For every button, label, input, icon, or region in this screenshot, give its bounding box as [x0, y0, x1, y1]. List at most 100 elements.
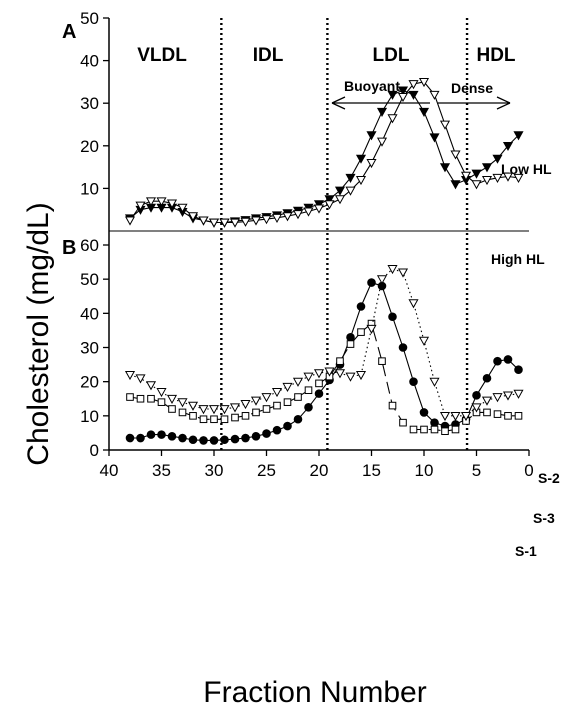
- panel-b-s-2-point-4: [482, 373, 492, 383]
- panel-a-high-hl-point-4: [481, 176, 493, 186]
- panel-b-s-3-point-26: [250, 396, 262, 406]
- panel-b-s-1-point-30: [210, 415, 218, 424]
- panel-a-low-hl-point-2: [502, 141, 514, 152]
- panel-b-s-3-point-29: [219, 405, 230, 415]
- panel-a-high-hl-point-20: [313, 204, 325, 214]
- panel-a-high-hl-point-24: [271, 213, 283, 224]
- panel-a-low-hl-point-8: [439, 163, 451, 173]
- panel-b-s-1-point-25: [262, 405, 271, 413]
- panel-b-s-1-point-23: [283, 398, 292, 406]
- arrow-dense: [438, 96, 511, 110]
- panel-a-high-hl-point-23: [282, 212, 293, 222]
- panel-b-s-1-point-28: [231, 413, 239, 422]
- panel-b-s-1-point-9: [430, 425, 439, 434]
- x-tick-label-40: 40: [100, 461, 119, 480]
- panel-a-high-hl-point-6: [460, 171, 472, 181]
- panel-a-high-hl-point-8: [439, 120, 451, 130]
- panel-b-s-1-point-13: [388, 401, 397, 410]
- panel-b-s-2-point-24: [272, 425, 282, 435]
- panel-b-s-2-point-34: [167, 432, 177, 441]
- panel-b-s-2-point-35: [157, 430, 166, 439]
- y-tick-label-B-0: 0: [90, 441, 99, 460]
- panel-b-s-3-point-20: [313, 369, 325, 379]
- panel-a-low-hl-line: [129, 89, 519, 224]
- panel-b-s-3-point-10: [418, 336, 430, 346]
- panel-b-s-3-point-12: [397, 268, 409, 278]
- panel-a-high-hl-point-3: [492, 173, 503, 183]
- x-tick-label-35: 35: [152, 461, 171, 480]
- y-tick-label-B-60: 60: [80, 236, 99, 255]
- panel-b-s-2-point-33: [178, 433, 187, 443]
- x-tick-label-10: 10: [415, 461, 434, 480]
- panel-b-s-2-point-12: [398, 343, 408, 352]
- panel-a-high-hl-point-26: [250, 216, 262, 226]
- panel-b-s-3-series: [124, 265, 524, 422]
- panel-b-s-3-line: [129, 268, 519, 417]
- panel-b-s-2-point-10: [419, 408, 429, 417]
- panel-a-high-hl-point-14: [376, 137, 388, 147]
- panel-b-s-1-point-3: [493, 410, 502, 418]
- panel-a-high-hl-point-19: [324, 200, 335, 210]
- panel-b-s-3-point-36: [145, 381, 157, 391]
- panel-a-low-hl-point-12: [397, 86, 409, 96]
- panel-b-s-1-point-17: [346, 340, 355, 348]
- panel-b-s-3-point-28: [229, 403, 241, 413]
- panel-a-high-hl-point-37: [135, 201, 146, 211]
- panel-letter-a: A: [62, 21, 76, 43]
- panel-a-low-hl-point-11: [408, 90, 419, 100]
- panel-a-high-hl-point-25: [261, 215, 272, 225]
- region-label-ldl: LDL: [373, 45, 410, 66]
- series-label-s1: S-1: [515, 543, 537, 559]
- panel-a-low-hl-point-5: [471, 169, 482, 179]
- panel-a-high-hl-point-27: [240, 217, 251, 227]
- panel-b-s-3-point-24: [271, 388, 283, 398]
- arrow-buoyant: [331, 96, 430, 110]
- panel-b-s-1-point-24: [273, 401, 281, 410]
- panel-b-s-3-point-38: [124, 370, 136, 381]
- y-tick-label-B-20: 20: [80, 373, 99, 392]
- panel-b-s-3-point-15: [366, 324, 377, 334]
- panel-b-s-3-point-5: [471, 403, 482, 413]
- panel-a-high-hl-point-29: [219, 218, 230, 228]
- panel-a-high-hl-point-36: [145, 197, 157, 207]
- panel-b-s-2-point-30: [209, 436, 219, 445]
- panel-b-s-3-point-30: [208, 405, 220, 415]
- panel-a-high-hl-point-10: [418, 78, 430, 88]
- panel-a-low-hl-point-16: [355, 154, 367, 164]
- panel-b-s-1-point-38: [126, 393, 134, 401]
- y-tick-label-A-30: 30: [80, 94, 99, 113]
- panel-a-high-hl-point-30: [208, 218, 220, 228]
- panel-b-s-1-point-34: [168, 405, 176, 413]
- panel-b-s-3-point-8: [439, 411, 451, 422]
- panel-b-s-2-point-29: [220, 435, 229, 445]
- panel-b-s-1-point-1: [514, 412, 523, 420]
- annotation-buoyant: Buoyant: [344, 78, 400, 94]
- panel-b-s-2-point-2: [503, 355, 513, 364]
- panel-b-s-2-point-17: [346, 332, 355, 342]
- panel-a-low-hl-point-1: [513, 131, 524, 141]
- panel-b-s-3-point-22: [292, 377, 304, 387]
- panel-b-s-2-point-16: [356, 302, 366, 311]
- panel-b-s-2-point-3: [493, 356, 502, 366]
- panel-a-high-hl-point-28: [229, 218, 241, 228]
- panel-b-s-1-point-32: [189, 412, 197, 420]
- panel-b-s-2-point-21: [304, 402, 313, 412]
- panel-a-high-hl-point-21: [303, 207, 314, 217]
- panel-a-low-hl-point-4: [481, 163, 493, 173]
- panel-b-s-2-point-38: [125, 433, 135, 443]
- panel-b-s-2-point-9: [430, 418, 439, 427]
- panel-a-high-hl-point-15: [366, 158, 377, 169]
- series-label-s3: S-3: [533, 510, 555, 526]
- panel-b-s-3-point-37: [135, 374, 146, 384]
- x-axis-title: Fraction Number: [203, 676, 426, 708]
- panel-b-s-3-point-21: [303, 372, 314, 382]
- x-tick-label-25: 25: [257, 461, 276, 480]
- y-tick-label-A-40: 40: [80, 52, 99, 71]
- x-tick-label-0: 0: [524, 461, 533, 480]
- panel-b-s-2-point-1: [514, 365, 523, 375]
- panel-b-s-2-point-23: [283, 421, 292, 431]
- panel-a-high-hl-point-12: [397, 92, 409, 103]
- panel-b-s-1-point-2: [504, 412, 512, 420]
- panel-b-s-1-point-26: [252, 408, 260, 417]
